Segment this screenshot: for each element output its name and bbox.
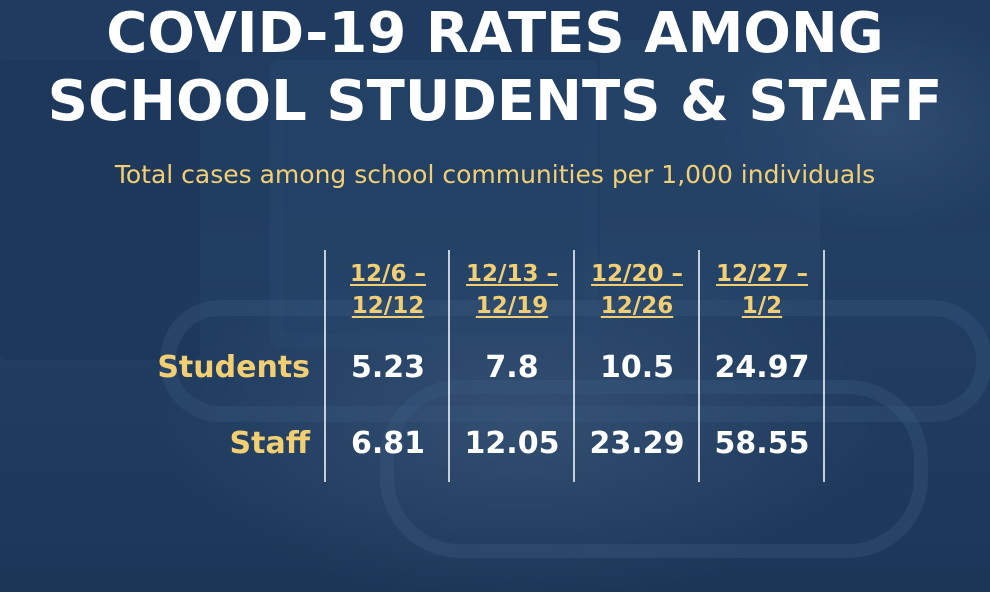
column-header-line: 12/19: [475, 293, 549, 319]
column-header-line: 1/2: [741, 293, 783, 319]
table-cell: 6.81: [350, 426, 426, 461]
row-label-staff: Staff: [229, 426, 311, 461]
column-header-line: 12/13 –: [466, 261, 558, 287]
column-header-line: 12/20 –: [591, 261, 683, 287]
background-tube: [380, 380, 928, 558]
column-divider: [448, 250, 450, 482]
table-cell: 10.5: [599, 350, 675, 385]
column-divider: [324, 250, 326, 482]
background-equipment-shadow: [0, 60, 200, 360]
table-cell: 7.8: [485, 350, 539, 385]
rates-table: 12/6 – 12/12 12/13 – 12/19 12/20 – 12/26…: [150, 250, 830, 482]
column-divider: [823, 250, 825, 482]
column-header-line: 12/26: [600, 293, 674, 319]
column-divider: [698, 250, 700, 482]
table-cell: 23.29: [589, 426, 685, 461]
slide-subtitle: Total cases among school communities per…: [114, 160, 876, 189]
background-machine-panel: [600, 40, 820, 300]
table-cell: 24.97: [714, 350, 810, 385]
table-cell: 12.05: [464, 426, 560, 461]
column-header-week-1: 12/6 – 12/12: [326, 258, 450, 322]
slide-title-line-1: COVID-19 RATES AMONG: [106, 1, 884, 66]
row-label-students: Students: [157, 350, 310, 385]
column-header-line: 12/27 –: [716, 261, 808, 287]
column-header-week-2: 12/13 – 12/19: [450, 258, 574, 322]
column-header-week-4: 12/27 – 1/2: [700, 258, 824, 322]
table-cell: 58.55: [714, 426, 810, 461]
column-divider: [573, 250, 575, 482]
column-header-line: 12/12: [351, 293, 425, 319]
column-header-line: 12/6 –: [350, 261, 426, 287]
table-cell: 5.23: [350, 350, 426, 385]
background-monitor-panel: [270, 60, 598, 348]
slide-title-line-2: SCHOOL STUDENTS & STAFF: [47, 69, 943, 134]
column-header-week-3: 12/20 – 12/26: [575, 258, 699, 322]
